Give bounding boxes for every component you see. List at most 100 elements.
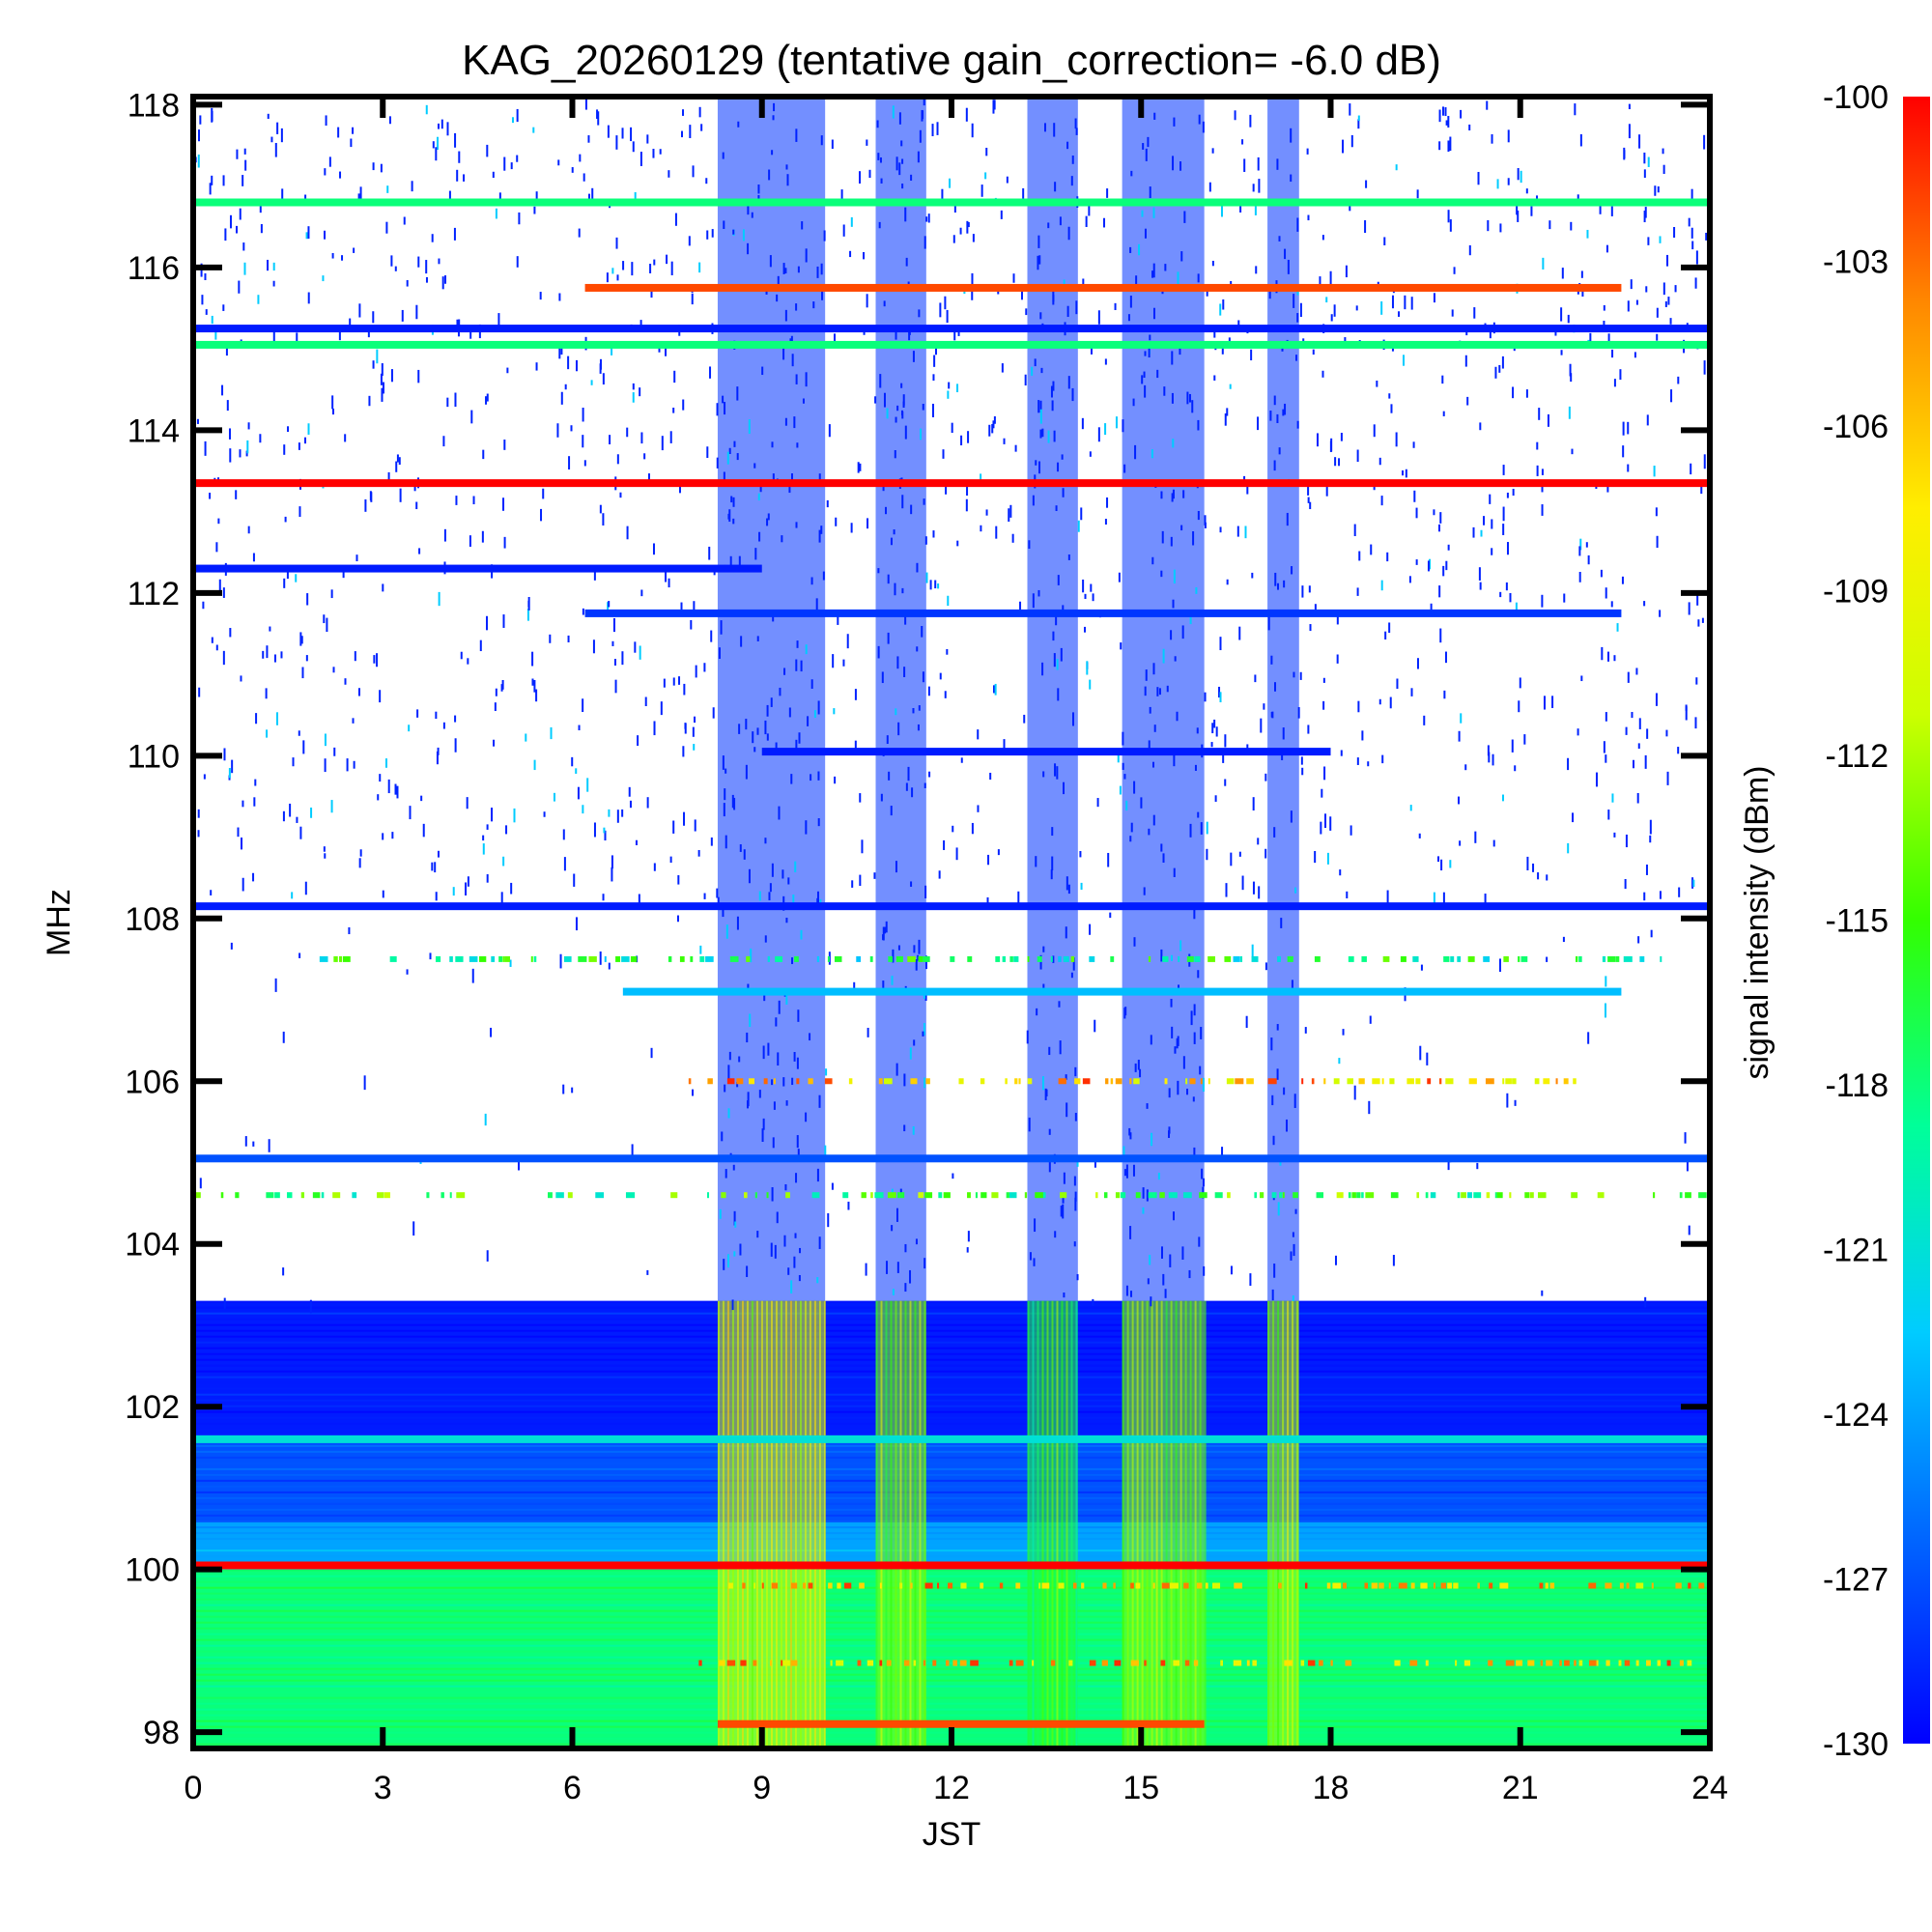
noise-speckle bbox=[861, 839, 864, 854]
background-texture-line bbox=[193, 1615, 1710, 1618]
noise-speckle bbox=[501, 679, 504, 690]
noise-speckle bbox=[1502, 465, 1505, 475]
noise-speckle bbox=[1339, 869, 1342, 876]
noise-speckle bbox=[242, 877, 244, 892]
noise-speckle bbox=[1162, 1273, 1165, 1286]
background-texture-line bbox=[193, 1592, 1710, 1595]
noise-speckle bbox=[466, 797, 469, 810]
noise-speckle bbox=[230, 942, 233, 950]
intermittent-band-segment bbox=[1194, 955, 1201, 962]
noise-speckle bbox=[1290, 174, 1293, 183]
noise-speckle bbox=[721, 1131, 724, 1142]
intermittent-band-segment bbox=[705, 955, 714, 962]
intermittent-band-segment bbox=[729, 955, 739, 962]
noise-speckle bbox=[689, 125, 692, 138]
noise-speckle bbox=[284, 516, 287, 523]
noise-speckle bbox=[1171, 392, 1174, 404]
noise-speckle bbox=[761, 366, 764, 376]
intermittent-band-segment bbox=[1400, 955, 1406, 962]
intermittent-band-segment bbox=[1588, 1660, 1597, 1666]
noise-speckle bbox=[1703, 360, 1706, 375]
noise-speckle bbox=[764, 838, 767, 844]
noise-speckle bbox=[722, 395, 724, 404]
noise-speckle bbox=[323, 614, 326, 624]
intermittent-band-segment bbox=[1679, 1192, 1683, 1199]
noise-speckle bbox=[252, 872, 255, 882]
background-texture-line bbox=[193, 1364, 1710, 1367]
noise-speckle bbox=[771, 1079, 774, 1086]
noise-speckle bbox=[380, 163, 383, 173]
intermittent-band-segment bbox=[1438, 1078, 1442, 1085]
noise-speckle bbox=[901, 587, 904, 594]
noise-speckle bbox=[611, 268, 614, 274]
noise-speckle bbox=[939, 302, 942, 318]
noise-speckle bbox=[1404, 295, 1406, 310]
noise-speckle bbox=[1041, 1076, 1044, 1091]
noise-speckle bbox=[892, 949, 895, 963]
noise-speckle bbox=[1511, 739, 1514, 753]
noise-speckle bbox=[1290, 128, 1293, 143]
intermittent-band-segment bbox=[1129, 1078, 1132, 1085]
background-texture-line bbox=[193, 1532, 1710, 1535]
intermittent-band-segment bbox=[790, 1582, 798, 1589]
intermittent-band-segment bbox=[1182, 1192, 1192, 1199]
noise-speckle bbox=[986, 896, 989, 906]
noise-speckle bbox=[575, 768, 578, 774]
noise-speckle bbox=[560, 391, 563, 405]
noise-speckle bbox=[665, 344, 668, 356]
intermittent-band-segment bbox=[479, 955, 487, 962]
noise-speckle bbox=[821, 289, 824, 300]
intermittent-band-segment bbox=[1184, 1660, 1190, 1666]
intermittent-band-segment bbox=[1639, 955, 1645, 962]
noise-speckle bbox=[242, 242, 245, 251]
noise-speckle bbox=[412, 1221, 415, 1236]
noise-speckle bbox=[782, 263, 785, 274]
noise-speckle bbox=[463, 174, 466, 182]
noise-speckle bbox=[1605, 244, 1608, 253]
noise-speckle bbox=[1296, 313, 1299, 323]
noise-speckle bbox=[816, 1168, 819, 1182]
intermittent-band-segment bbox=[1316, 1192, 1324, 1199]
noise-speckle bbox=[1142, 1187, 1145, 1199]
noise-speckle bbox=[936, 122, 939, 135]
intermittent-band-segment bbox=[910, 1078, 918, 1085]
background-texture-line bbox=[193, 1381, 1710, 1384]
active-period-streak bbox=[1179, 1300, 1182, 1748]
noise-speckle bbox=[887, 632, 890, 644]
noise-speckle bbox=[596, 109, 599, 120]
intermittent-band-segment bbox=[740, 1660, 747, 1666]
noise-speckle bbox=[947, 595, 950, 607]
intermittent-band-segment bbox=[1443, 955, 1450, 962]
noise-speckle bbox=[691, 293, 694, 305]
noise-speckle bbox=[1688, 602, 1690, 615]
noise-speckle bbox=[460, 651, 463, 660]
noise-speckle bbox=[663, 678, 666, 688]
intermittent-band-segment bbox=[1196, 1582, 1203, 1589]
noise-speckle bbox=[796, 1135, 799, 1149]
noise-speckle bbox=[1447, 210, 1450, 223]
intermittent-band-segment bbox=[1074, 1078, 1081, 1085]
noise-speckle bbox=[1430, 603, 1433, 615]
noise-speckle bbox=[1168, 1126, 1171, 1134]
noise-speckle bbox=[736, 916, 739, 930]
noise-speckle bbox=[1322, 700, 1325, 710]
noise-speckle bbox=[511, 117, 514, 124]
noise-speckle bbox=[694, 716, 696, 724]
noise-speckle bbox=[805, 820, 808, 835]
active-period-streak bbox=[746, 1300, 749, 1748]
noise-speckle bbox=[1293, 1243, 1295, 1257]
noise-speckle bbox=[1172, 156, 1175, 171]
noise-speckle bbox=[816, 1277, 819, 1284]
noise-speckle bbox=[1168, 1088, 1171, 1098]
noise-speckle bbox=[1336, 614, 1339, 625]
noise-speckle bbox=[296, 816, 298, 823]
noise-speckle bbox=[956, 540, 959, 547]
noise-speckle bbox=[510, 162, 513, 170]
intermittent-band-segment bbox=[903, 1660, 910, 1666]
noise-speckle bbox=[1580, 675, 1583, 682]
intermittent-band-segment bbox=[1200, 1078, 1203, 1085]
noise-speckle bbox=[1638, 718, 1641, 729]
noise-speckle bbox=[1468, 244, 1471, 256]
background-texture-line bbox=[193, 1300, 1710, 1303]
noise-speckle bbox=[790, 774, 793, 784]
